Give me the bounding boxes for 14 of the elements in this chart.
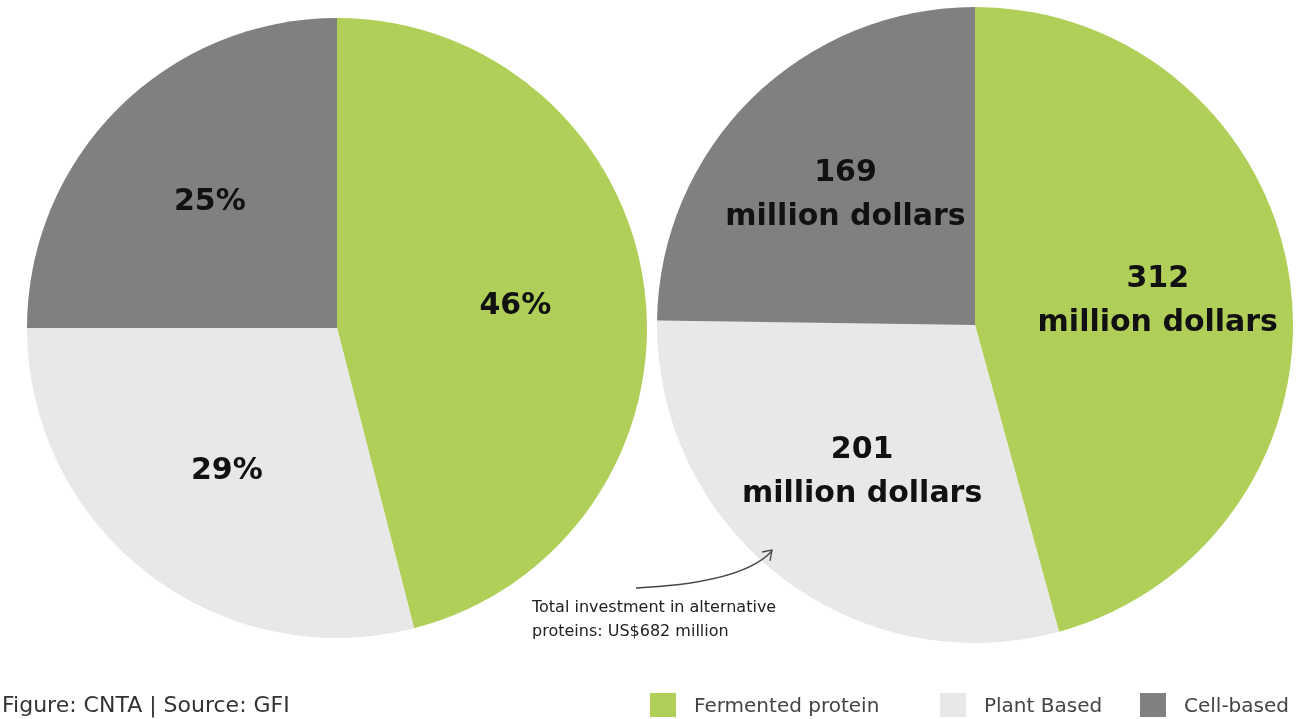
data-label: 46% xyxy=(479,285,552,321)
legend-label: Cell-based xyxy=(1184,693,1289,717)
data-label: 29% xyxy=(190,450,263,486)
legend-label: Plant Based xyxy=(984,693,1103,717)
legend-label: Fermented protein xyxy=(694,693,880,717)
data-label: 169 million dollars xyxy=(725,152,966,232)
pie-slice xyxy=(657,7,975,325)
text: Figure: CNTA | Source: GFI xyxy=(2,692,290,718)
pie-slice xyxy=(27,328,415,638)
data-label: 201 million dollars xyxy=(741,429,983,509)
data-label: 25% xyxy=(173,181,246,217)
data-label: 312 million dollars xyxy=(1037,258,1278,338)
text: Total investment in alternative proteins: US$682 million xyxy=(531,597,777,640)
pie-slice xyxy=(27,18,337,328)
